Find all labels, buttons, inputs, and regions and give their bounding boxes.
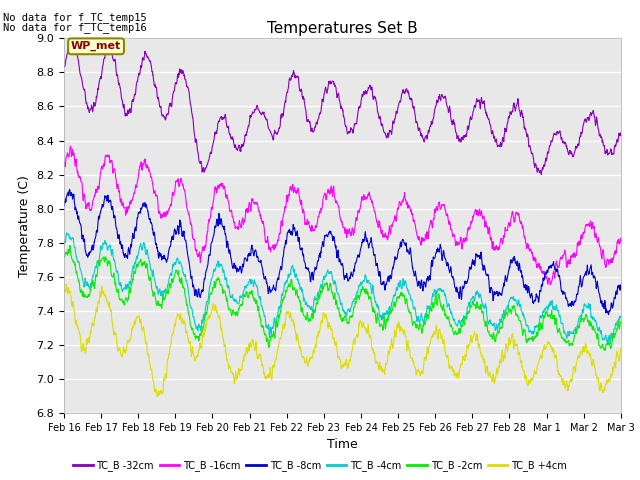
Text: No data for f_TC_temp15: No data for f_TC_temp15: [3, 12, 147, 23]
Text: WP_met: WP_met: [71, 41, 121, 51]
Y-axis label: Temperature (C): Temperature (C): [18, 175, 31, 276]
Title: Temperatures Set B: Temperatures Set B: [267, 21, 418, 36]
Text: No data for f_TC_temp16: No data for f_TC_temp16: [3, 22, 147, 33]
Legend: TC_B -32cm, TC_B -16cm, TC_B -8cm, TC_B -4cm, TC_B -2cm, TC_B +4cm: TC_B -32cm, TC_B -16cm, TC_B -8cm, TC_B …: [69, 456, 571, 475]
X-axis label: Time: Time: [327, 438, 358, 451]
